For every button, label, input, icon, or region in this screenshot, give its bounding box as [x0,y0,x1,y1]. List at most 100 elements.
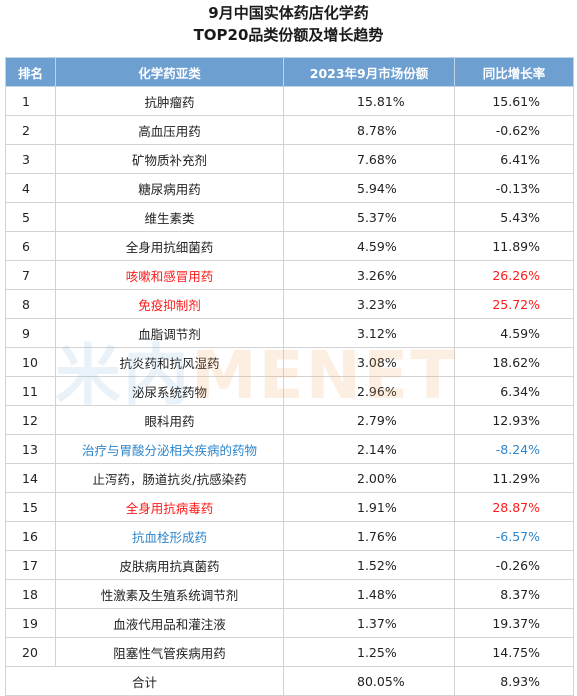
table-row: 3 矿物质补充剂 7.68% 6.41% [5,144,574,174]
cell-subcategory: 糖尿病用药 [55,173,284,203]
header-market-share: 2023年9月市场份额 [283,57,455,87]
cell-growth: 8.37% [454,579,574,609]
total-label: 合计 [5,666,284,696]
cell-subcategory: 矿物质补充剂 [55,144,284,174]
cell-growth: 12.93% [454,405,574,435]
title-line-1: 9月中国实体药店化学药 [208,4,369,22]
table-row: 9 血脂调节剂 3.12% 4.59% [5,318,574,348]
cell-market-share: 3.12% [283,318,455,348]
share-growth-table: 排名 化学药亚类 2023年9月市场份额 同比增长率 1 抗肿瘤药 15.81% 15… [5,57,574,696]
table-row: 4 糖尿病用药 5.94% -0.13% [5,173,574,203]
cell-market-share: 2.79% [283,405,455,435]
cell-subcategory: 皮肤病用抗真菌药 [55,550,284,580]
header-row: 排名 化学药亚类 2023年9月市场份额 同比增长率 [5,57,574,87]
header-rank: 排名 [5,57,56,87]
cell-subcategory: 止泻药，肠道抗炎/抗感染药 [55,463,284,493]
header-subcategory: 化学药亚类 [55,57,284,87]
cell-market-share: 3.23% [283,289,455,319]
total-growth: 8.93% [454,666,574,696]
cell-subcategory: 眼科用药 [55,405,284,435]
cell-rank: 18 [5,579,56,609]
cell-growth: -0.26% [454,550,574,580]
cell-subcategory: 高血压用药 [55,115,284,145]
cell-growth: -8.24% [454,434,574,464]
cell-market-share: 1.37% [283,608,455,638]
cell-rank: 12 [5,405,56,435]
cell-growth: 11.29% [454,463,574,493]
cell-rank: 7 [5,260,56,290]
cell-rank: 20 [5,637,56,667]
cell-market-share: 2.14% [283,434,455,464]
cell-growth: 18.62% [454,347,574,377]
cell-subcategory: 血脂调节剂 [55,318,284,348]
table-row: 7 咳嗽和感冒用药 3.26% 26.26% [5,260,574,290]
cell-market-share: 2.96% [283,376,455,406]
cell-market-share: 1.91% [283,492,455,522]
cell-market-share: 7.68% [283,144,455,174]
cell-rank: 10 [5,347,56,377]
cell-subcategory: 治疗与胃酸分泌相关疾病的药物 [55,434,284,464]
cell-market-share: 4.59% [283,231,455,261]
table-row: 8 免疫抑制剂 3.23% 25.72% [5,289,574,319]
cell-market-share: 2.00% [283,463,455,493]
table-row: 10 抗炎药和抗风湿药 3.08% 18.62% [5,347,574,377]
cell-market-share: 1.52% [283,550,455,580]
table-row: 19 血液代用品和灌注液 1.37% 19.37% [5,608,574,638]
cell-growth: -0.13% [454,173,574,203]
cell-growth: 14.75% [454,637,574,667]
table-row: 1 抗肿瘤药 15.81% 15.61% [5,86,574,116]
cell-growth: 6.34% [454,376,574,406]
table-row: 14 止泻药，肠道抗炎/抗感染药 2.00% 11.29% [5,463,574,493]
cell-rank: 5 [5,202,56,232]
cell-growth: 5.43% [454,202,574,232]
table-row: 2 高血压用药 8.78% -0.62% [5,115,574,145]
total-row: 合计 80.05% 8.93% [5,666,574,696]
cell-rank: 11 [5,376,56,406]
table-row: 6 全身用抗细菌药 4.59% 11.89% [5,231,574,261]
table-row: 5 维生素类 5.37% 5.43% [5,202,574,232]
table-body: 1 抗肿瘤药 15.81% 15.61% 2 高血压用药 8.78% -0.62% 3 矿物质补充… [5,86,574,696]
cell-growth: 15.61% [454,86,574,116]
cell-subcategory: 抗肿瘤药 [55,86,284,116]
cell-subcategory: 咳嗽和感冒用药 [55,260,284,290]
cell-growth: 11.89% [454,231,574,261]
cell-market-share: 3.26% [283,260,455,290]
title-line-2: TOP20品类份额及增长趋势 [193,26,384,44]
table-row: 13 治疗与胃酸分泌相关疾病的药物 2.14% -8.24% [5,434,574,464]
cell-growth: -6.57% [454,521,574,551]
cell-rank: 16 [5,521,56,551]
table-row: 11 泌尿系统药物 2.96% 6.34% [5,376,574,406]
cell-rank: 15 [5,492,56,522]
cell-market-share: 1.25% [283,637,455,667]
cell-subcategory: 维生素类 [55,202,284,232]
cell-rank: 14 [5,463,56,493]
cell-market-share: 15.81% [283,86,455,116]
cell-rank: 1 [5,86,56,116]
cell-growth: 26.26% [454,260,574,290]
table-row: 16 抗血栓形成药 1.76% -6.57% [5,521,574,551]
cell-rank: 13 [5,434,56,464]
cell-subcategory: 阻塞性气管疾病用药 [55,637,284,667]
cell-growth: 28.87% [454,492,574,522]
cell-market-share: 3.08% [283,347,455,377]
cell-growth: 19.37% [454,608,574,638]
table-row: 17 皮肤病用抗真菌药 1.52% -0.26% [5,550,574,580]
cell-rank: 9 [5,318,56,348]
cell-rank: 19 [5,608,56,638]
cell-growth: -0.62% [454,115,574,145]
total-market-share: 80.05% [283,666,455,696]
table-row: 18 性激素及生殖系统调节剂 1.48% 8.37% [5,579,574,609]
cell-market-share: 5.37% [283,202,455,232]
cell-rank: 2 [5,115,56,145]
cell-subcategory: 血液代用品和灌注液 [55,608,284,638]
cell-rank: 17 [5,550,56,580]
cell-subcategory: 免疫抑制剂 [55,289,284,319]
cell-subcategory: 性激素及生殖系统调节剂 [55,579,284,609]
cell-rank: 3 [5,144,56,174]
cell-market-share: 1.48% [283,579,455,609]
header-growth: 同比增长率 [454,57,574,87]
cell-subcategory: 泌尿系统药物 [55,376,284,406]
cell-subcategory: 抗血栓形成药 [55,521,284,551]
table-row: 20 阻塞性气管疾病用药 1.25% 14.75% [5,637,574,667]
cell-market-share: 1.76% [283,521,455,551]
